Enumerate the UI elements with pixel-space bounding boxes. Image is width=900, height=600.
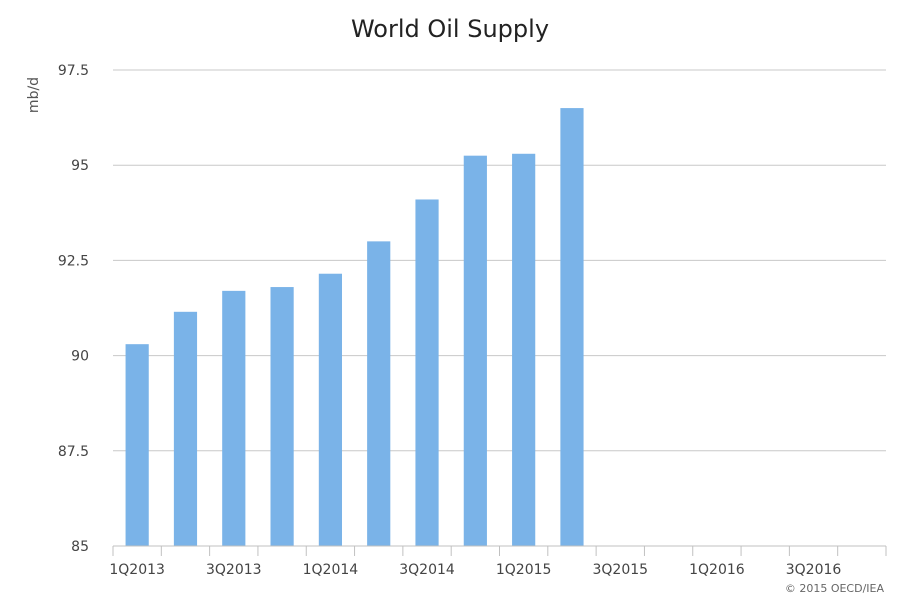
x-tick-label: 3Q2016 (786, 562, 842, 578)
bar (415, 199, 439, 547)
x-tick-label: 3Q2014 (399, 562, 455, 578)
x-tick-label: 3Q2015 (593, 562, 649, 578)
y-tick-label: 97.5 (58, 63, 89, 79)
x-tick-label: 1Q2015 (496, 562, 552, 578)
x-axis (112, 545, 887, 556)
bar (512, 153, 536, 546)
bars (125, 108, 584, 547)
bar (173, 311, 198, 546)
y-tick-label: 85 (71, 539, 89, 555)
x-tick-label: 1Q2013 (109, 562, 165, 578)
x-tick-label: 3Q2013 (206, 562, 262, 578)
y-ticks: 85 87.5 90 92.5 95 97.5 (58, 63, 89, 555)
copyright-credit: © 2015 OECD/IEA (785, 582, 885, 595)
bar (367, 241, 391, 547)
y-axis-label: mb/d (26, 77, 42, 113)
y-tick-label: 90 (71, 349, 89, 365)
bar (463, 155, 487, 546)
x-ticks: 1Q2013 3Q2013 1Q2014 3Q2014 1Q2015 3Q2015 1Q20… (109, 562, 841, 578)
x-tick-label: 1Q2014 (303, 562, 359, 578)
bar (125, 344, 149, 546)
bar (222, 290, 246, 546)
y-tick-label: 92.5 (58, 253, 89, 269)
y-tick-label: 87.5 (58, 444, 89, 460)
y-tick-label: 95 (71, 158, 89, 174)
bar (560, 108, 584, 546)
bar (318, 273, 343, 546)
x-tick-label: 1Q2016 (689, 562, 745, 578)
bar (270, 287, 294, 546)
chart-title: World Oil Supply (351, 15, 549, 43)
